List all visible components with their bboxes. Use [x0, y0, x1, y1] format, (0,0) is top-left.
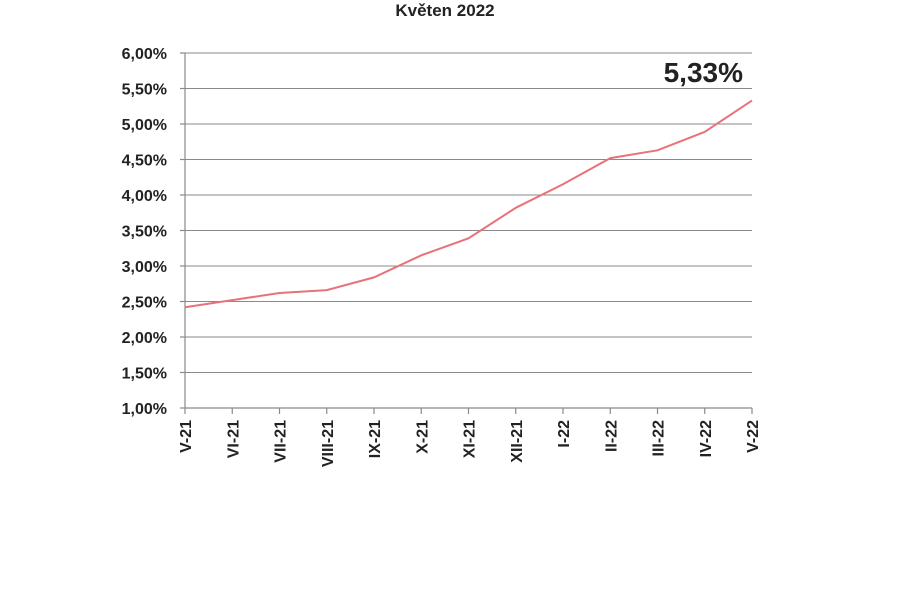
y-tick-label: 2,00% [122, 330, 167, 347]
x-tick-label: VI-21 [225, 420, 242, 458]
latest-value-annotation: 5,33% [664, 57, 743, 88]
x-tick-label: IX-21 [367, 420, 384, 458]
y-axis-ticks: 1,00% 1,50% 2,00% 2,50% 3,00% 3,50% 4,00% 4,50%… [122, 46, 167, 418]
x-tick-label: II-22 [603, 420, 620, 452]
x-tick-label: III-22 [651, 420, 668, 457]
chart-title: Květen 2022 [395, 1, 494, 20]
x-tick-label: VII-21 [273, 420, 290, 463]
grid-layer [185, 52, 752, 409]
x-tick-label: X-21 [414, 420, 431, 454]
x-tick-label: V-22 [745, 420, 762, 453]
y-tick-label: 4,00% [122, 188, 167, 205]
x-tick-label: XII-21 [509, 420, 526, 463]
y-tick-label: 4,50% [122, 153, 167, 170]
y-tick-label: 6,00% [122, 46, 167, 63]
y-tick-label: 5,50% [122, 82, 167, 99]
x-tick-label: V-21 [178, 420, 195, 453]
series-line [184, 99, 753, 309]
y-tick-label: 1,00% [122, 401, 167, 418]
x-tick-label: VIII-21 [320, 420, 337, 467]
x-tick-label: XI-21 [462, 420, 479, 458]
x-axis-ticks: V-21 VI-21 VII-21 VIII-21 IX-21 X-21 XI-21 XII-… [178, 420, 762, 467]
y-tick-label: 2,50% [122, 295, 167, 312]
series-layer [184, 99, 753, 309]
x-tick-label: I-22 [556, 420, 573, 448]
y-tick-label: 5,00% [122, 117, 167, 134]
axis-layer [180, 52, 753, 414]
x-tick-label: IV-22 [698, 420, 715, 457]
y-tick-label: 3,50% [122, 224, 167, 241]
y-tick-label: 3,00% [122, 259, 167, 276]
y-tick-label: 1,50% [122, 366, 167, 383]
